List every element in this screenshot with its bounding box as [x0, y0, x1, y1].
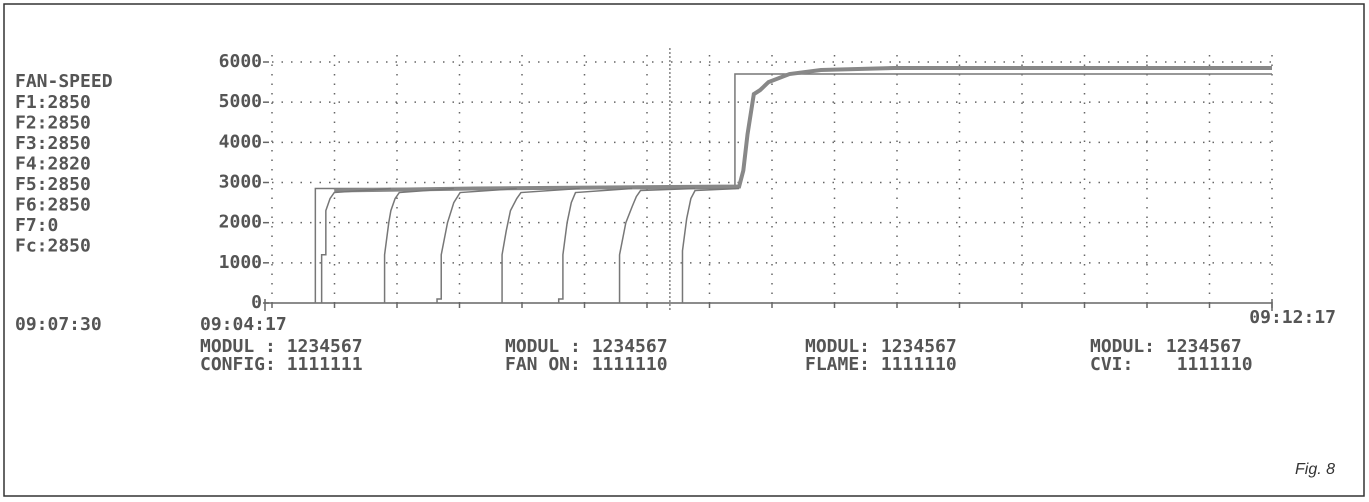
fan-speed-line — [681, 187, 740, 303]
x-tick-label: 09:04:17 — [200, 314, 287, 335]
module-line: MODUL: 1234567 — [805, 336, 957, 357]
fan-speed-line — [557, 187, 633, 303]
module-line: FAN ON: 1111110 — [505, 354, 668, 375]
y-tick-label: 6000 — [219, 51, 262, 72]
caption: Fig. 8 — [1295, 461, 1335, 478]
y-tick-label: 4000 — [219, 131, 262, 152]
cursor-time: 09:07:30 — [15, 314, 102, 335]
panel-title: FAN-SPEED — [15, 71, 113, 92]
reading: F3:2850 — [15, 133, 91, 154]
fan-speed-line — [383, 187, 454, 303]
module-line: CONFIG: 1111111 — [200, 354, 363, 375]
y-tick-label: 3000 — [219, 172, 262, 193]
module-line: MODUL: 1234567 — [1090, 336, 1242, 357]
module-line: MODUL : 1234567 — [505, 336, 668, 357]
reading: F5:2850 — [15, 174, 91, 195]
reading: F7:0 — [15, 215, 58, 236]
fan-speed-line — [618, 187, 696, 303]
y-tick-label: 5000 — [219, 91, 262, 112]
module-line: MODUL : 1234567 — [200, 336, 363, 357]
fan-speed-line — [334, 66, 1272, 193]
reading: F4:2820 — [15, 154, 91, 175]
frame — [3, 3, 1365, 497]
fan-speed-line — [320, 187, 391, 303]
fan-speed-line — [436, 187, 517, 303]
reading: F1:2850 — [15, 92, 91, 113]
fan-speed-line — [501, 187, 580, 303]
x-tick-label: 09:12:17 — [1249, 307, 1336, 328]
reading: Fc:2850 — [15, 236, 91, 257]
reading: F6:2850 — [15, 195, 91, 216]
module-line: CVI: 1111110 — [1090, 354, 1253, 375]
y-tick-label: 0 — [251, 292, 262, 313]
module-line: FLAME: 1111110 — [805, 354, 957, 375]
y-tick-label: 2000 — [219, 212, 262, 233]
y-tick-label: 1000 — [219, 252, 262, 273]
reading: F2:2850 — [15, 113, 91, 134]
